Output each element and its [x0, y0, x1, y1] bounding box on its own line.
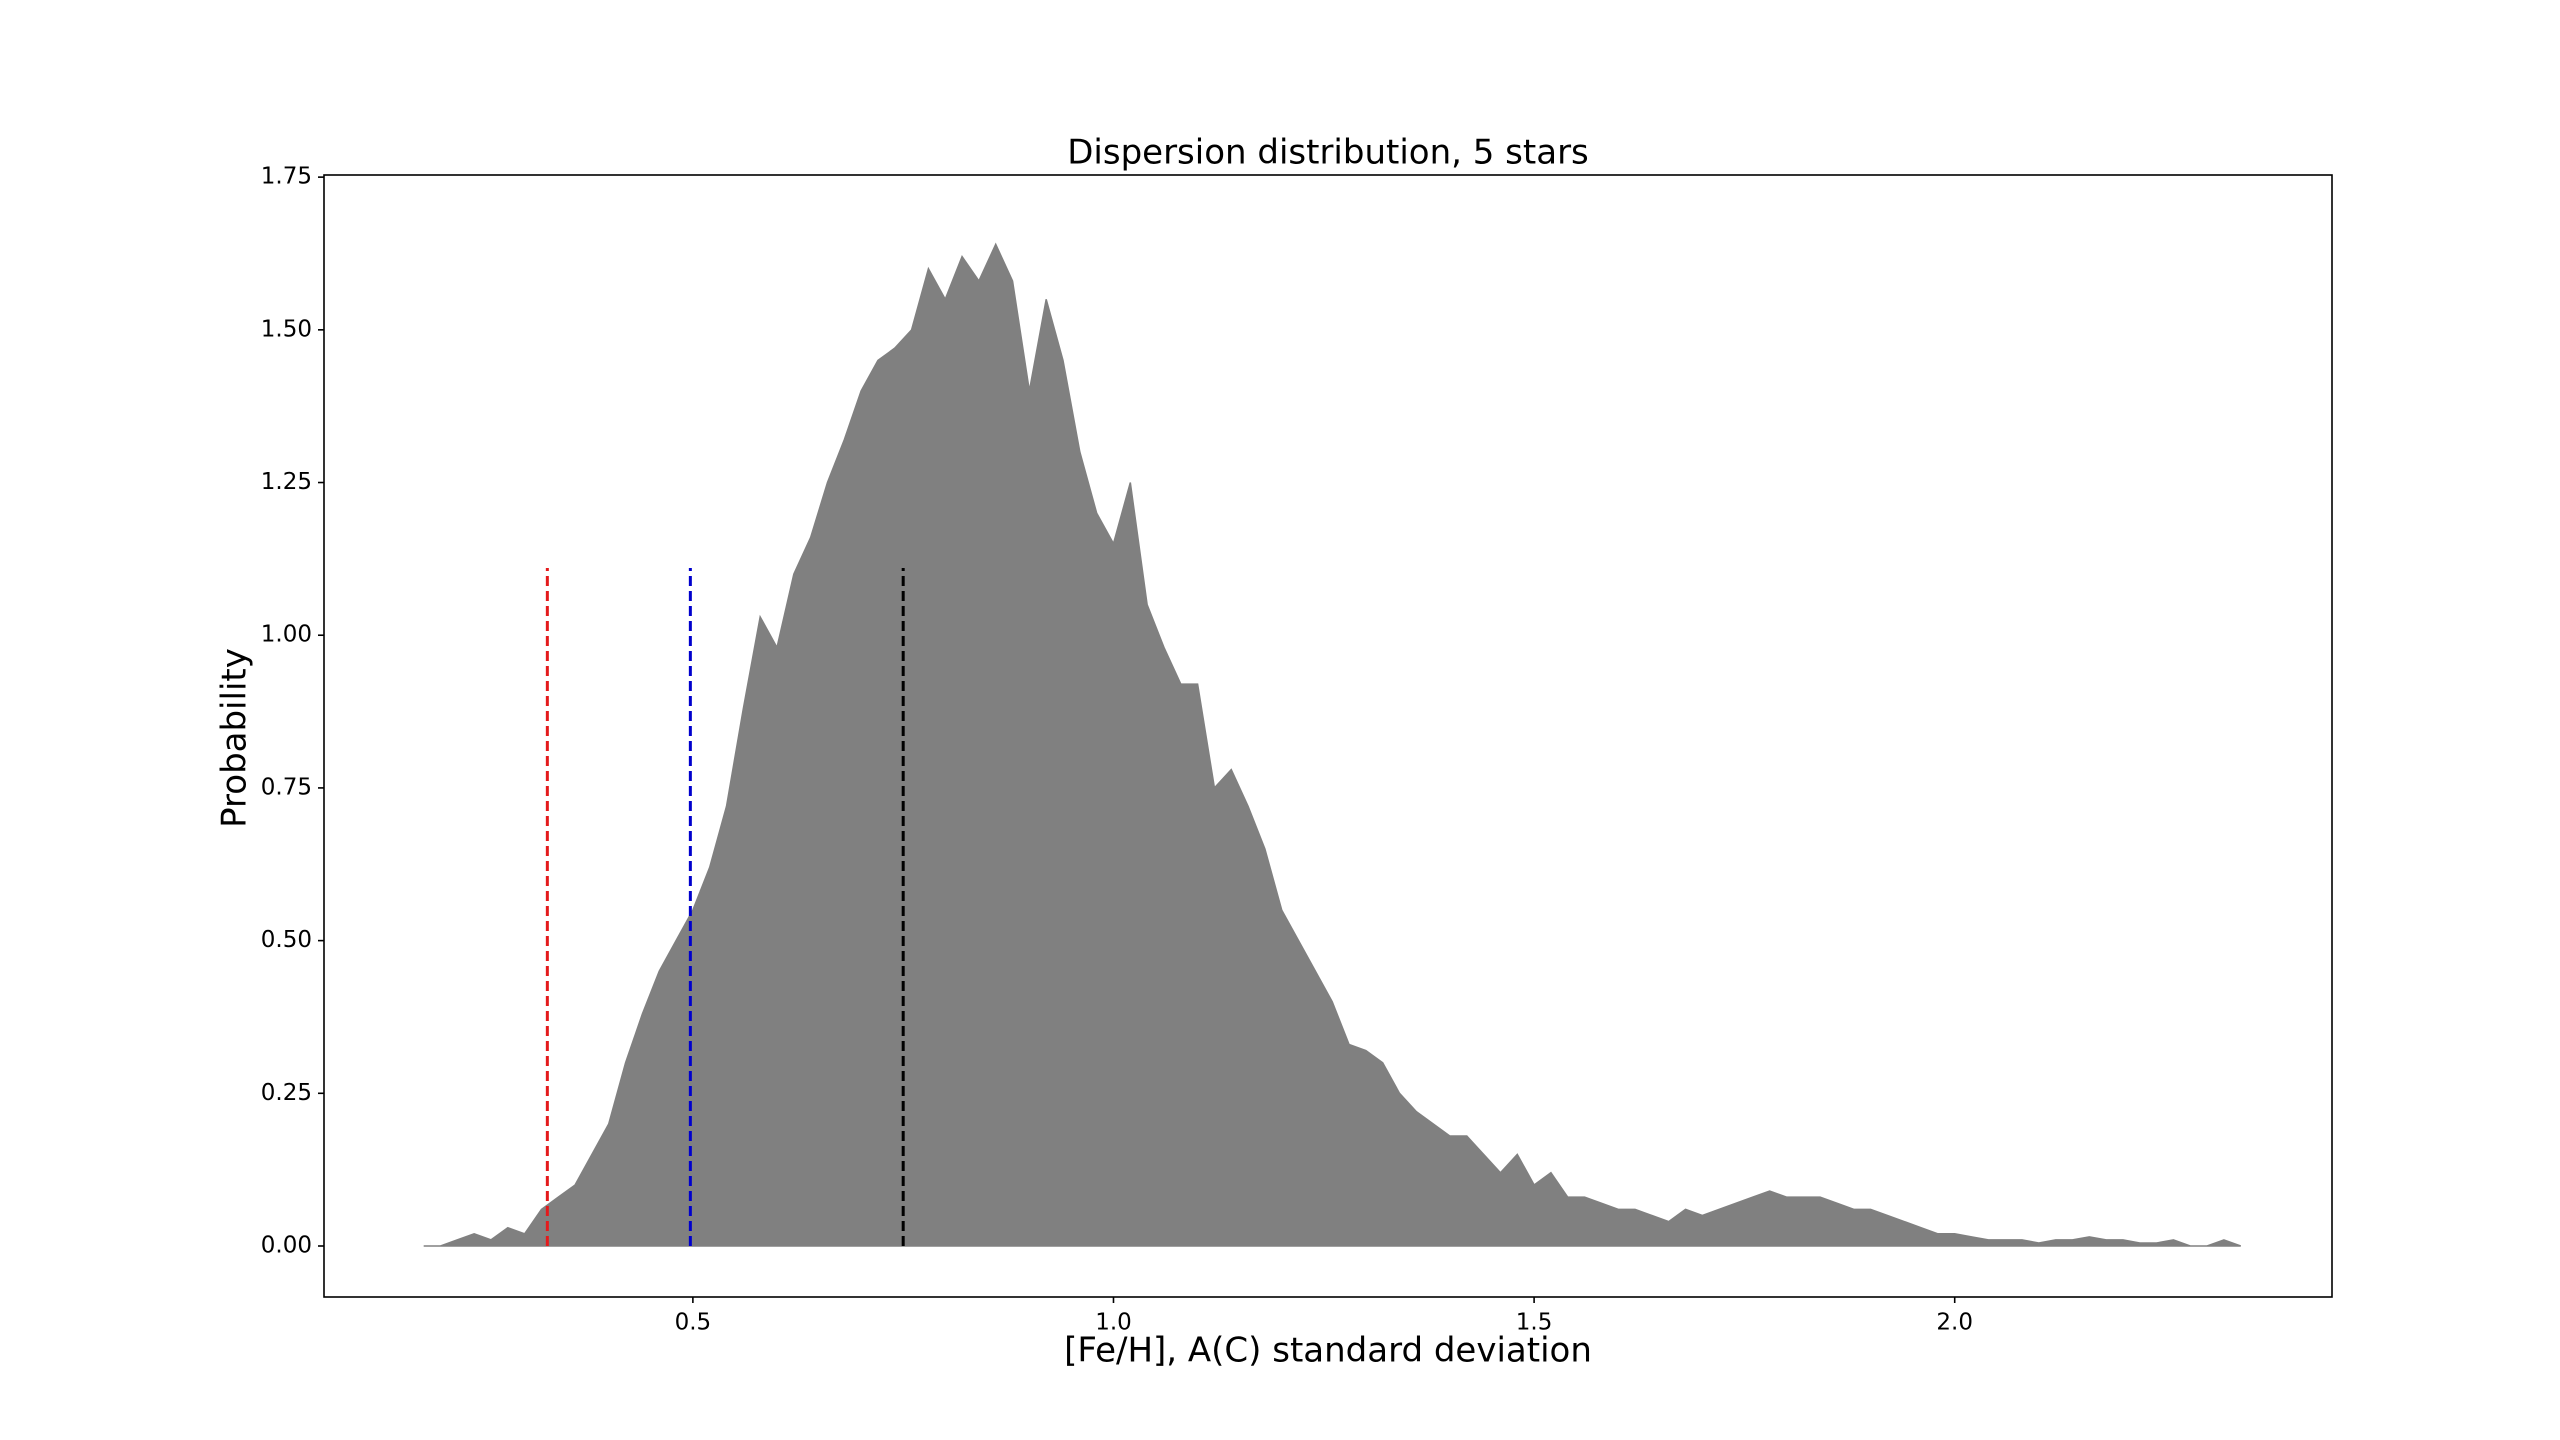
x-tick-label: 0.5	[675, 1310, 712, 1336]
x-axis-label: [Fe/H], A(C) standard deviation	[1064, 1331, 1592, 1371]
y-tick-label: 0.25	[261, 1080, 312, 1106]
x-tick-label: 1.0	[1095, 1310, 1132, 1336]
y-tick-label: 1.00	[261, 622, 312, 648]
y-tick-label: 0.50	[261, 927, 312, 953]
chart-title: Dispersion distribution, 5 stars	[1067, 133, 1589, 173]
y-tick-label: 1.75	[261, 164, 312, 190]
density-area	[423, 242, 2241, 1247]
y-tick-label: 1.50	[261, 316, 312, 342]
x-tick-label: 2.0	[1936, 1310, 1973, 1336]
y-tick-label: 1.25	[261, 469, 312, 495]
y-axis-label: Probability	[215, 648, 255, 828]
plot-frame	[323, 174, 2333, 1298]
x-tick-label: 1.5	[1516, 1310, 1553, 1336]
y-tick-label: 0.00	[261, 1233, 312, 1259]
y-tick-label: 0.75	[261, 774, 312, 800]
